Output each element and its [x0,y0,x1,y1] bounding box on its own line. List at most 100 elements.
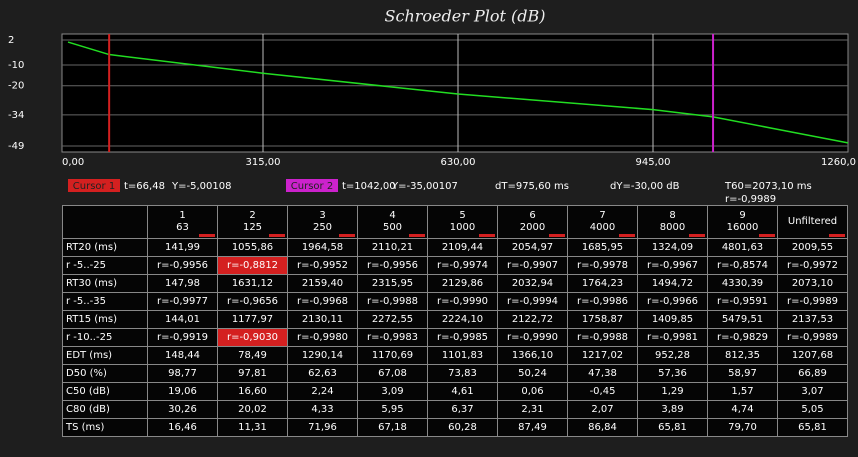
table-cell: 86,84 [567,418,638,437]
y-tick-label: -49 [8,141,24,152]
table-cell: 1758,87 [567,310,638,329]
header-cell: 3 250 [287,205,358,239]
table-cell: r=-0,9919 [147,328,218,347]
row-label: r -10..-25 [62,328,148,347]
table-row: RT15 (ms) 144,01 1177,97 2130,11 2272,55 2224… [62,310,848,329]
table-cell: 98,77 [147,364,218,383]
table-row: r -5..-25 r=-0,9956 r=-0,8812 r=-0,9952 r=-0… [62,256,848,275]
measurement: dT=975,60 ms [495,181,569,192]
cursor-y: Y=-5,00108 [171,181,231,192]
x-tick-label: 0,00 [62,157,84,168]
table-row: C80 (dB) 30,26 20,02 4,33 5,95 6,37 2,31 2,07 3,… [62,400,848,419]
table-cell: r=-0,9988 [357,292,428,311]
table-cell: r=-0,9989 [777,328,848,347]
table-cell: 952,28 [637,346,708,365]
table-cell: 67,18 [357,418,428,437]
table-cell: r=-0,9981 [637,328,708,347]
x-tick-label: 945,00 [636,157,671,168]
table-cell: 141,99 [147,238,218,257]
table-row: r -5..-35 r=-0,9977 r=-0,9656 r=-0,9968 r=-0… [62,292,848,311]
table-cell: 148,44 [147,346,218,365]
table-cell: r=-0,9968 [287,292,358,311]
table-cell: 1366,10 [497,346,568,365]
row-label: C50 (dB) [62,382,148,401]
row-label: EDT (ms) [62,346,148,365]
table-cell: 71,96 [287,418,358,437]
table-cell: r=-0,9994 [497,292,568,311]
table-cell: 3,09 [357,382,428,401]
table-row: r -10..-25 r=-0,9919 r=-0,9030 r=-0,9980 r=-… [62,328,848,347]
cursor-badge [68,179,120,192]
table-cell: 78,49 [217,346,288,365]
table-cell: 66,89 [777,364,848,383]
table-cell: 1685,95 [567,238,638,257]
table-cell: r=-0,9989 [777,292,848,311]
band-frequency: 500 [382,222,403,233]
row-label: TS (ms) [62,418,148,437]
cursor-t: t=1042,00 [342,181,396,192]
table-cell: r=-0,9974 [427,256,498,275]
x-tick-label: 630,00 [441,157,476,168]
measurement: dY=-30,00 dB [610,181,680,192]
band-frequency: 125 [242,222,263,233]
table-cell: 1764,23 [567,274,638,293]
band-number: 2 [249,210,256,221]
table-cell: 2009,55 [777,238,848,257]
band-frequency: 63 [176,222,189,233]
band-indicator [619,234,635,237]
table-cell: r=-0,9977 [147,292,218,311]
table-cell: 62,63 [287,364,358,383]
band-number: 1 [179,210,186,221]
header-cell: 2 125 [217,205,288,239]
band-frequency: 16000 [726,222,759,233]
header-cell: 9 16000 [707,205,778,239]
table-cell: 812,35 [707,346,778,365]
table-cell: r=-0,8574 [707,256,778,275]
table-cell: 1170,69 [357,346,428,365]
table-cell: 5,05 [777,400,848,419]
table-cell: 2,31 [497,400,568,419]
table-cell: r=-0,9030 [217,328,288,347]
chart: Schroeder Plot (dB) 2 -10 -20 -34 -49 0,00 315… [8,7,856,206]
table-cell: 58,97 [707,364,778,383]
header-cell: 1 63 [147,205,218,239]
table-cell: 1290,14 [287,346,358,365]
row-label: r -5..-35 [62,292,148,311]
table-row: TS (ms) 16,46 11,31 71,96 67,18 60,28 87,49 86,… [62,418,848,437]
chart-title: Schroeder Plot (dB) [385,7,546,26]
band-indicator [479,234,495,237]
band-indicator [199,234,215,237]
table-cell: 1055,86 [217,238,288,257]
table-cell: 1631,12 [217,274,288,293]
table-cell: 4,33 [287,400,358,419]
table-cell: 147,98 [147,274,218,293]
y-tick-label: 2 [8,35,14,46]
band-indicator [549,234,565,237]
table-cell: 1964,58 [287,238,358,257]
table-cell: 16,60 [217,382,288,401]
table-cell: 4801,63 [707,238,778,257]
table-cell: r=-0,9988 [567,328,638,347]
column-label: Unfiltered [787,216,838,227]
row-label: RT30 (ms) [62,274,148,293]
table-cell: 2122,72 [497,310,568,329]
table-row: D50 (%) 98,77 97,81 62,63 67,08 73,83 50,24 47,… [62,364,848,383]
header-cell: 4 500 [357,205,428,239]
y-tick-label: -34 [8,110,24,121]
table-cell: 2137,53 [777,310,848,329]
band-number: 7 [599,210,606,221]
table-cell: 4,74 [707,400,778,419]
table-cell: 20,02 [217,400,288,419]
table-cell: 1,57 [707,382,778,401]
y-tick-label: -20 [8,81,24,92]
table-cell: 1409,85 [637,310,708,329]
table-cell: r=-0,9983 [357,328,428,347]
table-cell: 60,28 [427,418,498,437]
band-indicator [339,234,355,237]
table-cell: 2159,40 [287,274,358,293]
table-cell: 5,95 [357,400,428,419]
table-cell: 1217,02 [567,346,638,365]
table-cell: 2032,94 [497,274,568,293]
table-cell: 3,07 [777,382,848,401]
